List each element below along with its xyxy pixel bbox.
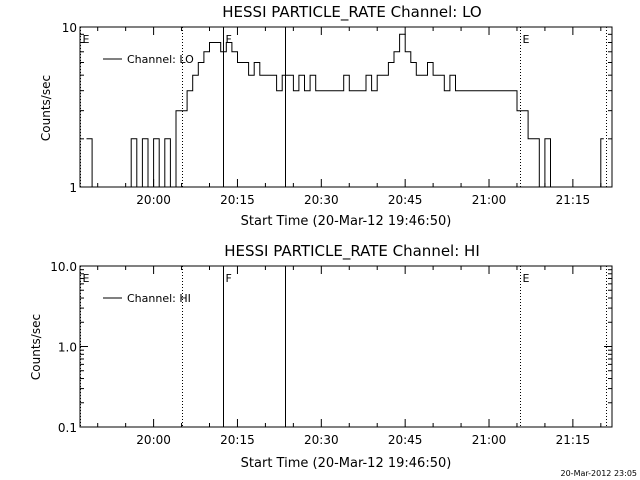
- panel-hi-xtick-label: 20:45: [388, 433, 423, 447]
- panel-hi-ytick-label: 0.1: [58, 421, 77, 435]
- panel-lo-title: HESSI PARTICLE_RATE Channel: LO: [222, 3, 481, 22]
- panel-hi-xtick-label: 21:15: [556, 433, 591, 447]
- panel-lo-ytick-label: 10: [62, 21, 77, 35]
- panel-lo-xlabel: Start Time (20-Mar-12 19:46:50): [241, 214, 452, 229]
- panel-hi-event-label: F: [226, 272, 232, 285]
- panel-lo-ytick-label: 1: [69, 181, 77, 195]
- panel-hi-plot-area: 20:00 20:15 20:30 20:45 21:00 21:15 0.1 1.0 10.0…: [50, 260, 613, 447]
- panel-hi-ytick-label: 1.0: [58, 341, 77, 355]
- panel-lo-xtick-label: 20:15: [220, 193, 255, 207]
- panel-hi-xtick-label: 20:30: [304, 433, 339, 447]
- panel-hi-event-label: E: [523, 272, 530, 285]
- panel-hi-ytick-label: 10.0: [50, 260, 77, 274]
- panel-lo-xtick-label: 21:00: [472, 193, 507, 207]
- panel-lo-ylabel: Counts/sec: [39, 75, 53, 141]
- panel-lo-event-label: E: [523, 33, 530, 46]
- panel-hi-legend-label: Channel: HI: [127, 292, 191, 305]
- panel-lo-xtick-label: 20:30: [304, 193, 339, 207]
- panel-lo-xtick-label: 20:45: [388, 193, 423, 207]
- panel-lo-event-label: E: [83, 33, 90, 46]
- panel-lo-frame: [79, 26, 613, 188]
- panel-lo-event-label: F: [226, 33, 232, 46]
- panel-hi-xtick-label: 21:00: [472, 433, 507, 447]
- panel-hi-xtick-label: 20:15: [220, 433, 255, 447]
- panel-hi-xtick-label: 20:00: [136, 433, 171, 447]
- panel-lo: HESSI PARTICLE_RATE Channel: LO 20:00 20:…: [39, 3, 613, 229]
- panel-hi-title: HESSI PARTICLE_RATE Channel: HI: [224, 242, 480, 261]
- panel-lo-legend-label: Channel: LO: [127, 53, 194, 66]
- panel-hi: HESSI PARTICLE_RATE Channel: HI 20:00 20:…: [29, 242, 613, 471]
- panel-lo-plot-area: 20:00 20:15 20:30 20:45 21:00 21:15 1 10 E F E: [62, 21, 613, 207]
- timestamp: 20-Mar-2012 23:05: [561, 469, 638, 478]
- panel-lo-legend: Channel: LO: [103, 53, 194, 66]
- panel-hi-xlabel: Start Time (20-Mar-12 19:46:50): [241, 456, 452, 471]
- panel-hi-ylabel: Counts/sec: [29, 314, 43, 380]
- panel-lo-xtick-label: 20:00: [136, 193, 171, 207]
- panel-lo-series-line: [86, 33, 604, 188]
- panel-hi-event-label: E: [83, 272, 90, 285]
- panel-lo-xtick-label: 21:15: [556, 193, 591, 207]
- panel-hi-legend: Channel: HI: [103, 292, 191, 305]
